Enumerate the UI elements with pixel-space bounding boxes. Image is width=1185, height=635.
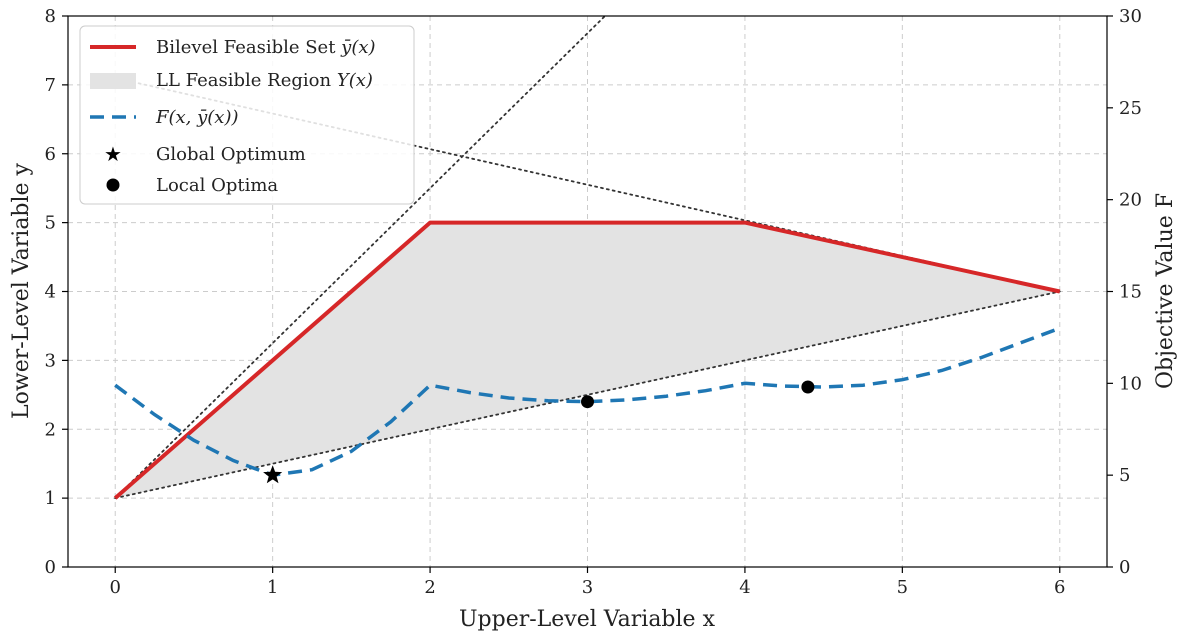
x-axis-ticks: 0 1 2 3 4 5 6 bbox=[110, 567, 1065, 598]
legend-label-bilevel-math: ȳ(x) bbox=[340, 37, 375, 58]
y-axis-ticks: 0 1 2 3 4 5 6 7 8 bbox=[45, 6, 68, 578]
legend-swatch-region bbox=[90, 73, 136, 89]
y2-tick-label: 10 bbox=[1119, 373, 1142, 394]
y2-axis-label: Objective Value F bbox=[1153, 193, 1178, 389]
constraint-line bbox=[114, 16, 607, 500]
legend-label-region-text: LL Feasible Region bbox=[156, 70, 337, 91]
legend-label-region-math: Y(x) bbox=[337, 70, 373, 91]
local-optimum-marker bbox=[801, 380, 815, 394]
x-tick-label: 5 bbox=[897, 577, 908, 598]
y-tick-label: 5 bbox=[45, 213, 56, 234]
y2-axis-ticks: 0 5 10 15 20 25 30 bbox=[1107, 6, 1142, 578]
y2-tick-label: 30 bbox=[1119, 6, 1142, 27]
ll-feasible-region bbox=[115, 222, 1060, 499]
legend-label-global: Global Optimum bbox=[156, 144, 306, 165]
x-tick-label: 4 bbox=[739, 577, 750, 598]
optima-markers bbox=[263, 380, 815, 484]
bilevel-feasible-set-line bbox=[113, 220, 1061, 500]
legend-label-region: LL Feasible Region Y(x) bbox=[156, 70, 373, 91]
y-tick-label: 2 bbox=[45, 419, 56, 440]
legend-star-icon: ★ bbox=[104, 144, 122, 166]
legend-box bbox=[79, 25, 415, 205]
legend-dot-icon bbox=[106, 178, 120, 192]
y-tick-label: 4 bbox=[45, 282, 56, 303]
y-axis-label: Lower-Level Variable y bbox=[9, 162, 34, 419]
local-optimum-marker bbox=[581, 395, 594, 409]
legend-label-objective: F(x, ȳ(x)) bbox=[155, 107, 239, 128]
y2-tick-label: 5 bbox=[1119, 465, 1130, 486]
y-tick-label: 8 bbox=[45, 6, 56, 27]
x-tick-label: 2 bbox=[424, 577, 435, 598]
legend-label-bilevel: Bilevel Feasible Set ȳ(x) bbox=[156, 37, 376, 58]
x-tick-label: 0 bbox=[110, 577, 121, 598]
y-tick-label: 0 bbox=[45, 557, 56, 578]
x-tick-label: 1 bbox=[267, 577, 278, 598]
legend: Bilevel Feasible Set ȳ(x) LL Feasible Re… bbox=[79, 25, 415, 205]
y2-tick-label: 0 bbox=[1119, 557, 1130, 578]
legend-label-bilevel-text: Bilevel Feasible Set bbox=[156, 37, 341, 58]
y2-tick-label: 20 bbox=[1119, 190, 1142, 211]
y-tick-label: 1 bbox=[45, 488, 56, 509]
legend-label-local: Local Optima bbox=[156, 175, 278, 196]
constraint-line bbox=[114, 290, 1061, 500]
y-tick-label: 3 bbox=[45, 350, 56, 371]
x-axis-label: Upper-Level Variable x bbox=[459, 607, 716, 632]
y2-tick-label: 25 bbox=[1119, 98, 1142, 119]
y2-tick-label: 15 bbox=[1119, 282, 1142, 303]
x-tick-label: 3 bbox=[582, 577, 593, 598]
global-optimum-marker bbox=[263, 465, 283, 484]
y-tick-label: 6 bbox=[45, 144, 56, 165]
x-tick-label: 6 bbox=[1054, 577, 1065, 598]
y-tick-label: 7 bbox=[45, 75, 56, 96]
